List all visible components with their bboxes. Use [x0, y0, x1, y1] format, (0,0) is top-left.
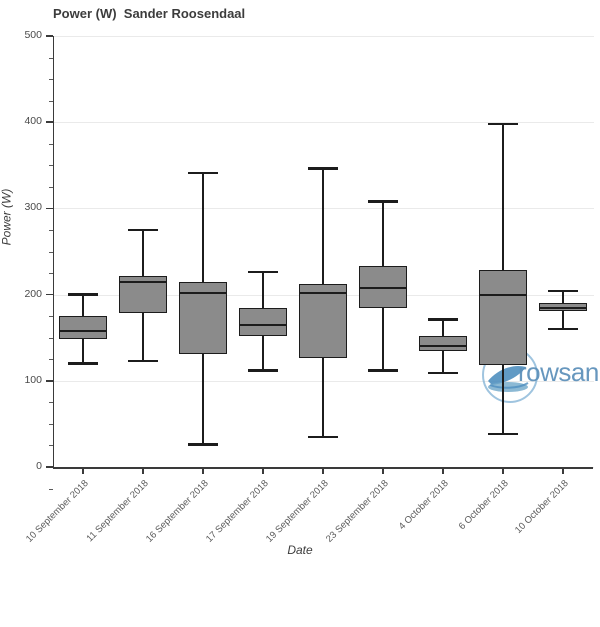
box-rect[interactable]	[479, 269, 527, 366]
x-tick	[502, 467, 504, 474]
y-tick-minor	[49, 165, 53, 167]
whisker-cap-lower	[427, 371, 459, 375]
x-tick	[442, 467, 444, 474]
x-tick	[382, 467, 384, 474]
whisker-lower	[141, 312, 145, 361]
y-tick-minor	[49, 445, 53, 447]
whisker-cap-lower	[127, 359, 159, 363]
whisker-cap-upper	[427, 318, 459, 321]
y-tick-label: 300	[24, 201, 42, 214]
y-tick-minor	[49, 316, 53, 318]
whisker-cap-lower	[487, 432, 519, 436]
median-line	[59, 329, 107, 332]
whisker-cap-lower	[67, 362, 99, 365]
whisker-lower	[321, 358, 325, 437]
whisker-cap-lower	[307, 435, 339, 439]
whisker-cap-upper	[367, 200, 399, 203]
box-rect[interactable]	[239, 308, 287, 336]
whisker-cap-upper	[67, 293, 99, 296]
whisker-lower	[261, 335, 265, 371]
median-line	[419, 345, 467, 348]
y-tick-minor	[49, 186, 53, 188]
y-tick-minor	[49, 143, 53, 145]
whisker-cap-upper	[547, 289, 579, 293]
box-plot-chart: Power (W) Sander Roosendaal 0 100 200 300 40…	[0, 6, 599, 557]
whisker-cap-lower	[247, 369, 279, 372]
whisker-lower	[441, 350, 445, 374]
y-tick-minor	[49, 359, 53, 361]
median-line	[119, 280, 167, 283]
x-tick	[82, 467, 84, 474]
whisker-cap-upper	[247, 270, 279, 274]
whisker-lower	[81, 339, 85, 364]
gridline	[54, 36, 594, 37]
whisker-upper	[501, 123, 505, 270]
whisker-upper	[381, 201, 385, 267]
x-tick	[142, 467, 144, 474]
gridline	[54, 122, 594, 124]
whisker-lower	[501, 365, 505, 435]
whisker-cap-upper	[127, 228, 159, 232]
whisker-cap-lower	[187, 443, 219, 446]
x-tick	[262, 467, 264, 474]
whisker-cap-upper	[187, 171, 219, 175]
y-tick	[46, 121, 53, 123]
median-line	[359, 286, 407, 289]
median-line	[539, 306, 587, 309]
x-tick	[202, 467, 204, 474]
y-tick-minor	[49, 273, 53, 275]
chart-title: Power (W) Sander Roosendaal	[53, 6, 246, 21]
y-tick-label: 200	[24, 287, 42, 300]
whisker-upper	[561, 291, 565, 304]
median-line	[179, 291, 227, 294]
y-tick-minor	[49, 57, 53, 59]
whisker-cap-upper	[487, 122, 519, 126]
y-tick-minor	[49, 79, 53, 81]
y-tick-minor	[49, 423, 53, 425]
y-tick-minor	[49, 337, 53, 339]
whisker-upper	[81, 294, 85, 317]
y-tick-minor	[49, 251, 53, 253]
y-tick-minor	[49, 100, 53, 102]
y-tick	[46, 207, 53, 210]
y-tick-label: 0	[36, 460, 42, 472]
y-tick-minor	[49, 229, 53, 231]
y-tick	[46, 466, 53, 468]
median-line	[299, 291, 347, 294]
y-tick-label: 500	[24, 29, 42, 41]
x-tick	[322, 467, 324, 474]
box-rect[interactable]	[299, 284, 347, 359]
y-tick	[46, 35, 53, 37]
box-rect[interactable]	[59, 316, 107, 340]
x-tick	[562, 467, 564, 474]
whisker-cap-lower	[547, 327, 579, 331]
y-tick-minor	[49, 402, 53, 404]
whisker-upper	[141, 229, 145, 276]
whisker-upper	[201, 173, 205, 282]
whisker-lower	[561, 310, 565, 330]
y-tick-label: 100	[24, 373, 42, 386]
whisker-cap-lower	[367, 369, 399, 372]
y-tick	[46, 293, 53, 296]
median-line	[479, 293, 527, 296]
x-axis-label: Date	[287, 543, 313, 557]
y-tick-minor	[49, 488, 53, 490]
y-tick	[46, 380, 53, 382]
median-line	[239, 323, 287, 326]
y-tick-label: 400	[24, 115, 42, 128]
whisker-cap-upper	[307, 167, 339, 170]
whisker-lower	[381, 308, 385, 371]
whisker-upper	[441, 319, 445, 336]
whisker-upper	[321, 168, 325, 285]
whisker-lower	[201, 354, 205, 445]
whisker-upper	[261, 272, 265, 309]
y-axis-label: Power (W)	[0, 188, 14, 246]
box-rect[interactable]	[419, 335, 467, 351]
